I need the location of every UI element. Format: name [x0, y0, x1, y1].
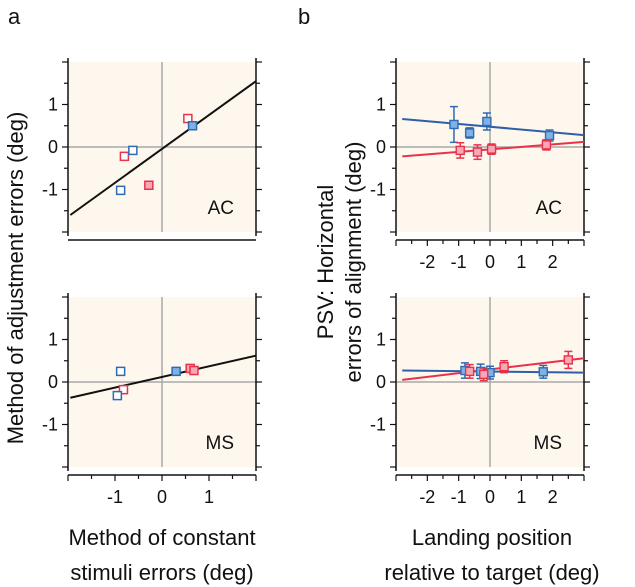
x-tick-label: 0 — [485, 252, 495, 272]
panel-b-AC: 1 0 -1 -2 -1 0 1 2 AC — [370, 58, 590, 272]
x-tick-label: 2 — [548, 252, 558, 272]
x-tick-label: 1 — [516, 487, 526, 507]
panel-b-x-axis-label-line2: relative to target (deg) — [384, 560, 599, 585]
x-tick-label: 1 — [516, 252, 526, 272]
data-point-red — [499, 362, 509, 372]
y-tick-label: 0 — [376, 137, 386, 157]
data-point-red — [472, 147, 483, 157]
data-point-blue-open — [128, 145, 138, 156]
fit-line-black — [69, 80, 257, 216]
x-tick-label: 2 — [548, 487, 558, 507]
data-point-red-open — [118, 384, 129, 395]
panel-letter-a: a — [8, 4, 21, 29]
panel-b-y-axis-label-line1: PSV: Horizontal — [313, 185, 338, 339]
panel-a-x-axis-label-line2: stimuli errors (deg) — [70, 560, 253, 585]
data-point-blue-filled — [187, 121, 198, 131]
x-tick-label: -2 — [419, 252, 435, 272]
panel-a-MS: 1 0 -1 -1 0 1 MS — [42, 293, 262, 507]
x-tick-label: 1 — [204, 487, 214, 507]
subject-label: MS — [534, 433, 563, 454]
data-point-blue — [449, 119, 459, 130]
data-point-red-filled — [144, 180, 154, 190]
subject-label: AC — [536, 198, 562, 219]
data-point-red — [541, 140, 552, 150]
panel-b-x-axis-label-line1: Landing position — [412, 525, 572, 550]
data-point-red — [479, 369, 489, 380]
x-tick-label: 0 — [157, 487, 167, 507]
y-tick-label: -1 — [370, 180, 386, 200]
y-tick-label: 1 — [376, 95, 386, 115]
panel-a-AC: 1 0 -1 AC — [42, 58, 262, 241]
subject-label: MS — [206, 433, 235, 454]
x-tick-label: -1 — [451, 487, 467, 507]
data-point-blue — [544, 130, 555, 141]
fit-line-black — [70, 354, 257, 399]
data-point-red-filled — [189, 365, 199, 376]
data-point-blue-filled — [171, 366, 181, 377]
data-point-red — [486, 144, 497, 154]
panel-a-x-axis-label-line1: Method of constant — [68, 525, 255, 550]
y-tick-label: -1 — [42, 180, 58, 200]
panel-a-y-axis-label: Method of adjustment errors (deg) — [3, 112, 28, 445]
data-point-blue-open — [115, 185, 126, 196]
y-tick-label: 0 — [48, 372, 58, 392]
data-point-blue-open — [115, 366, 126, 377]
data-point-blue — [538, 367, 548, 377]
data-point-red — [464, 366, 475, 377]
data-point-red — [455, 145, 465, 156]
x-tick-label: 0 — [485, 487, 495, 507]
panel-b-y-axis-label-line2: errors of alignment (deg) — [341, 142, 366, 383]
y-tick-label: 1 — [376, 330, 386, 350]
x-tick-label: -1 — [107, 487, 123, 507]
data-point-blue — [464, 128, 475, 138]
chart-panels: 1 0 -1 AC 1 0 -1 -1 0 1 MS 1 0 -1 -2 -1 0 1 2 AC 1 0 -1 -2 -1 0 1 2… — [42, 58, 590, 507]
data-point-blue-open — [112, 390, 123, 401]
panel-b-MS: 1 0 -1 -2 -1 0 1 2 MS — [370, 293, 590, 507]
y-tick-label: 1 — [48, 330, 58, 350]
y-tick-label: -1 — [42, 415, 58, 435]
data-point-red — [563, 355, 574, 365]
y-tick-label: 0 — [48, 137, 58, 157]
data-point-red-open — [119, 151, 130, 162]
data-point-blue — [482, 116, 492, 127]
y-tick-label: 1 — [48, 95, 58, 115]
subject-label: AC — [208, 198, 234, 219]
panel-letter-b: b — [298, 4, 310, 29]
y-tick-label: 0 — [376, 372, 386, 392]
x-tick-label: -2 — [419, 487, 435, 507]
x-tick-label: -1 — [451, 252, 467, 272]
y-tick-label: -1 — [370, 415, 386, 435]
